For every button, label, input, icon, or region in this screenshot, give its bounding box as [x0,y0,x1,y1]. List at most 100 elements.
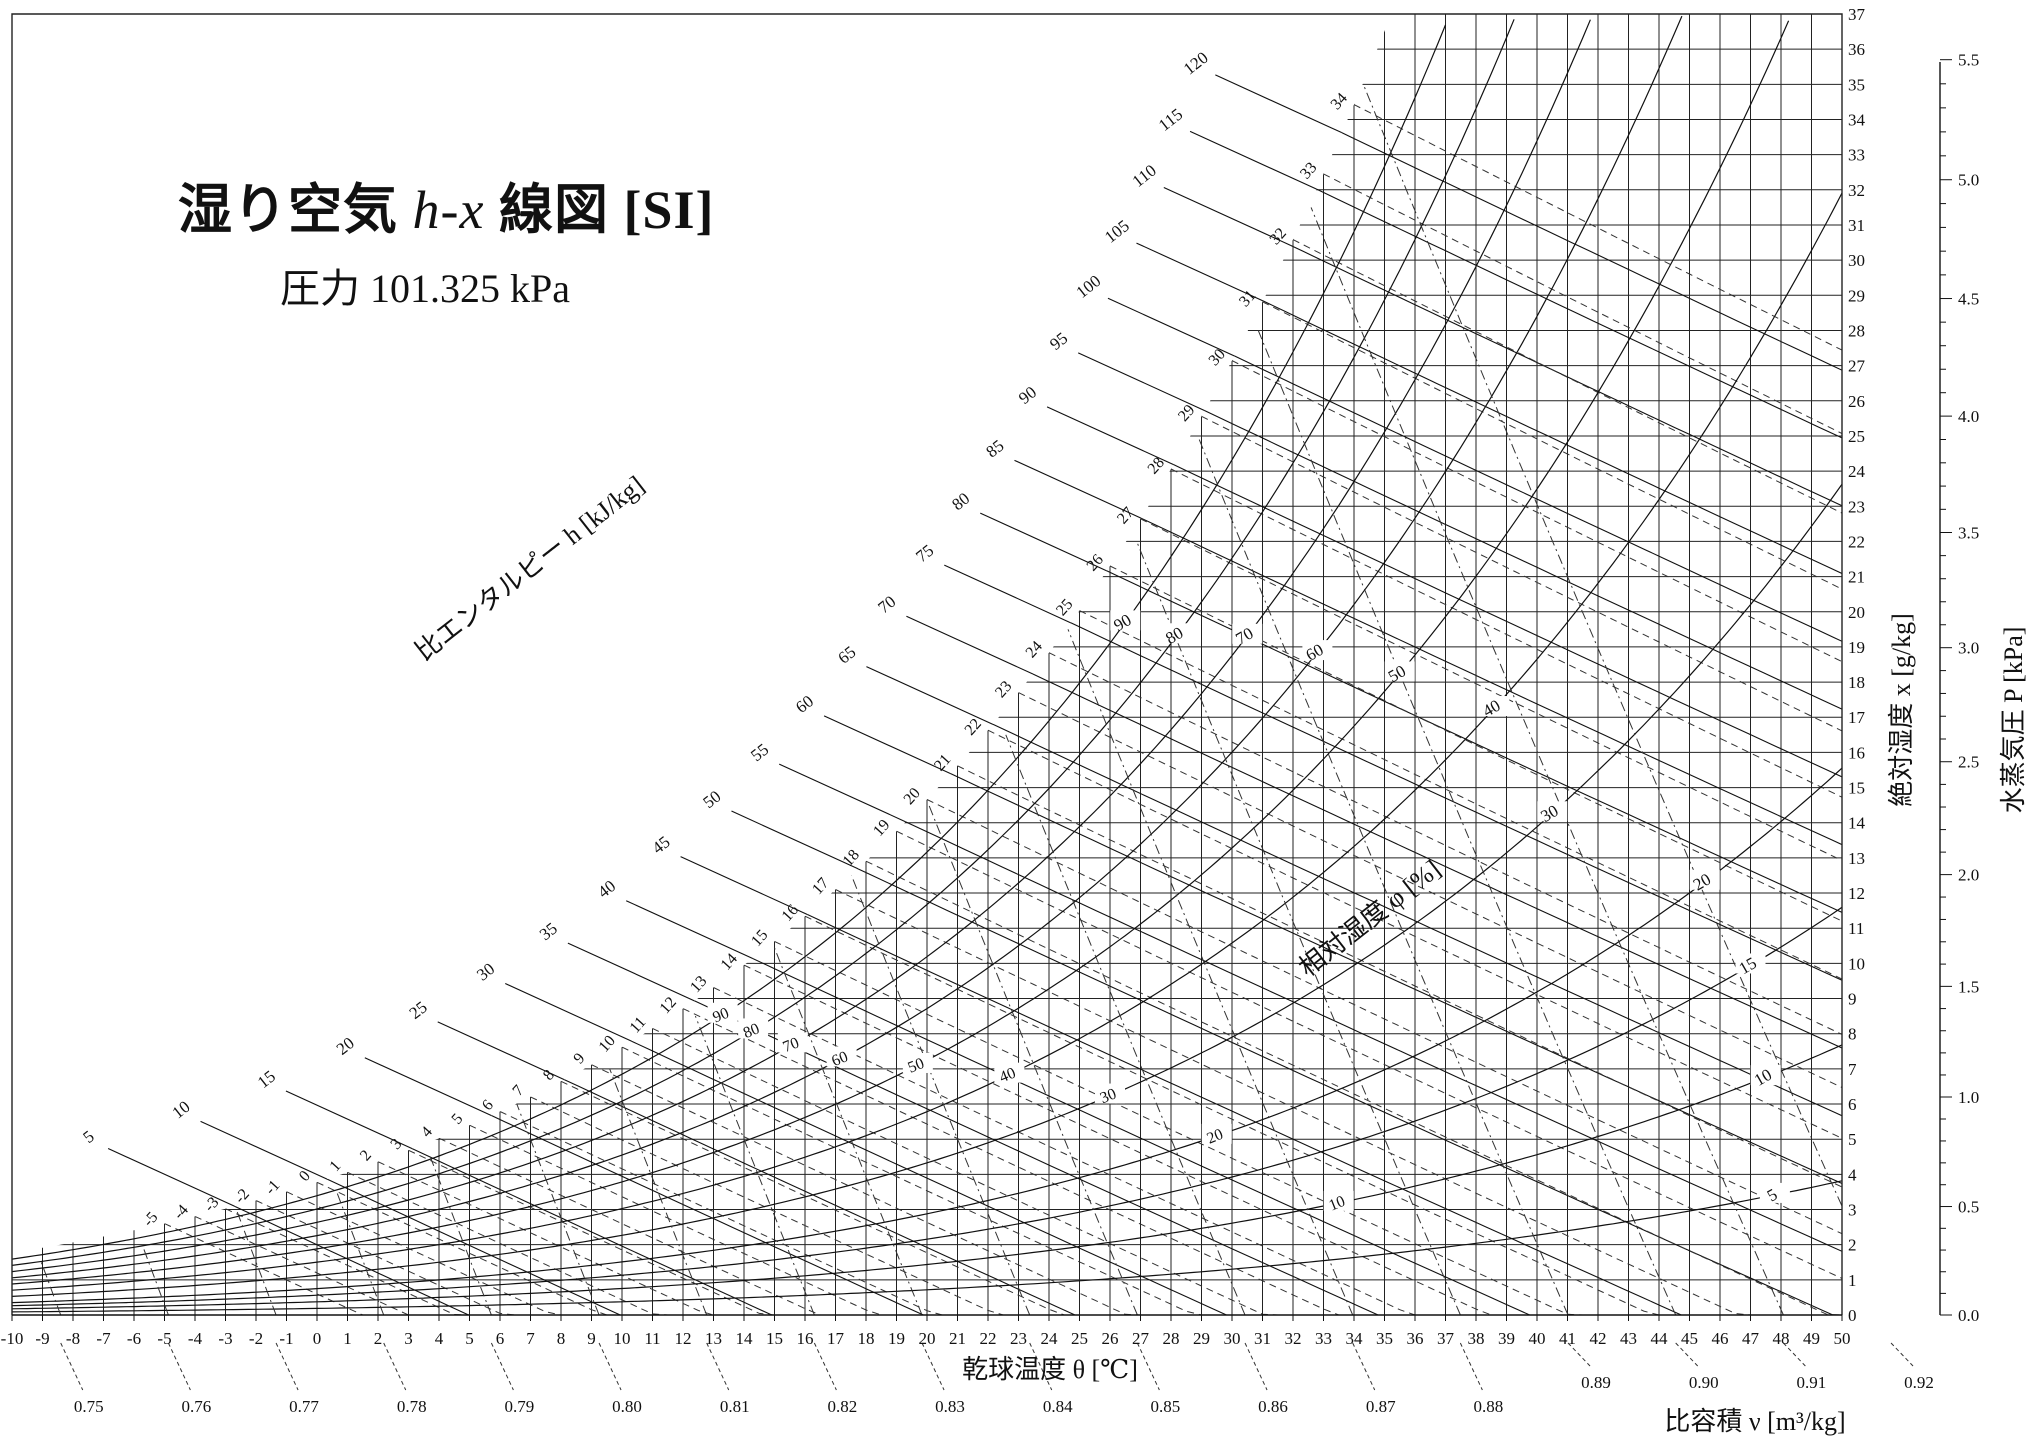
rh-label: 20 [1204,1126,1225,1148]
wetbulb-line [774,940,1583,1315]
y-tick-label: 4 [1848,1165,1857,1184]
rh-label-bg [1095,1083,1125,1104]
volume-label: 0.91 [1796,1373,1826,1392]
wetbulb-line [621,1046,1202,1315]
volume-label: 0.81 [720,1397,750,1416]
rh-curve [12,767,1842,1304]
enthalpy-label: 40 [594,876,619,901]
x-tick-label: 24 [1041,1329,1059,1348]
rh-label-bg [1759,1182,1790,1203]
enthalpy-label: 10 [169,1097,194,1122]
wetbulb-label: 5 [448,1111,466,1128]
x-tick-label: 14 [736,1329,754,1348]
y-tick-label: 19 [1848,638,1865,657]
wetbulb-line [499,1111,943,1315]
volume-leader [383,1342,407,1391]
wetbulb-line [835,889,1751,1315]
wetbulb-line [1109,565,1842,994]
wetbulb-line [1018,692,1842,1160]
rh-label-bg [994,1062,1025,1083]
rh-curve [12,906,1842,1307]
wetbulb-label: 17 [809,875,832,898]
enthalpy-label: 90 [1015,382,1040,407]
wetbulb-label: 28 [1145,454,1168,477]
enthalpy-leader [980,512,1107,572]
pressure-tick-label: 5.5 [1958,51,1979,70]
x-axis-title: 乾球温度 θ [℃] [962,1355,1138,1384]
title-prefix: 湿り空気 [178,180,398,240]
rh-label-bg [777,1032,808,1053]
wetbulb-line [682,1008,1339,1315]
wetbulb-label: 16 [779,901,802,924]
volume-leader [813,1342,837,1391]
rh-label-bg [1201,1123,1232,1144]
enthalpy-line [670,14,1842,1315]
wetbulb-label: 9 [570,1050,588,1067]
wetbulb-label: 7 [509,1082,527,1099]
pressure-tick-label: 2.0 [1958,866,1979,885]
wetbulb-line [1323,173,1842,510]
volume-line [773,945,923,1315]
volume-label: 0.88 [1473,1397,1503,1416]
volume-line [516,1103,600,1315]
enthalpy-label: 20 [333,1033,358,1058]
volume-leader [60,1342,84,1391]
x-tick-label: -3 [218,1329,232,1348]
x-tick-label: 35 [1376,1329,1393,1348]
enthalpy-line [812,14,1842,1315]
wetbulb-label: 2 [357,1147,375,1164]
enthalpy-leader [107,1148,235,1207]
wetbulb-line [804,915,1660,1315]
volume-leader [1029,1342,1053,1391]
pressure-tick-label: 3.5 [1958,524,1979,543]
wetbulb-label: 13 [687,973,710,996]
enthalpy-label: 80 [948,489,973,514]
volume-label: 0.86 [1258,1397,1288,1416]
x-tick-label: 23 [1010,1329,1027,1348]
enthalpy-leader [731,810,859,870]
x-tick-label: 50 [1834,1329,1851,1348]
enthalpy-line [12,14,1379,1315]
enthalpy-leader [567,942,695,1002]
volume-line [609,1068,708,1315]
x-tick-label: 31 [1254,1329,1271,1348]
x-tick-label: -10 [1,1329,24,1348]
pressure-tick-label: 3.0 [1958,639,1979,658]
volume-leader [1567,1342,1591,1367]
y-tick-label: 5 [1848,1130,1857,1149]
enthalpy-label: 5 [79,1127,97,1147]
volume-label: 0.82 [828,1397,858,1416]
enthalpy-label: 55 [747,740,772,765]
y-tick-label: 26 [1848,392,1865,411]
wetbulb-line [652,1027,1278,1315]
y-tick-label: 20 [1848,603,1865,622]
pressure-tick-label: 5.0 [1958,171,1979,190]
x-tick-label: -5 [157,1329,171,1348]
wetbulb-line [926,799,1842,1305]
enthalpy-leader [625,900,753,959]
pressure-tick-label: 2.5 [1958,753,1979,772]
wetbulb-line [1201,415,1842,805]
volume-line [336,1191,385,1315]
rh-curve [12,1044,1842,1310]
volume-line [141,1244,169,1315]
enthalpy-leader [680,856,808,915]
enthalpy-leader [200,1120,328,1180]
rh-label: 60 [829,1048,850,1070]
x-tick-label: 10 [614,1329,631,1348]
x-tick-label: 20 [919,1329,936,1348]
volume-label: 0.75 [74,1397,104,1416]
volume-leader [275,1342,299,1391]
y-tick-label: 25 [1848,427,1865,446]
wetbulb-label: 32 [1267,225,1290,248]
y-tick-label: 0 [1848,1306,1857,1325]
wetbulb-line [987,729,1842,1210]
wetbulb-label: 29 [1175,402,1198,425]
rh-label: 80 [741,1020,762,1042]
x-tick-label: 36 [1407,1329,1424,1348]
volume-line [1310,207,1784,1315]
volume-leader [1675,1342,1699,1367]
plot-frame [11,13,1843,1315]
enthalpy-leader [285,1090,413,1150]
enthalpy-leader [1107,297,1235,357]
